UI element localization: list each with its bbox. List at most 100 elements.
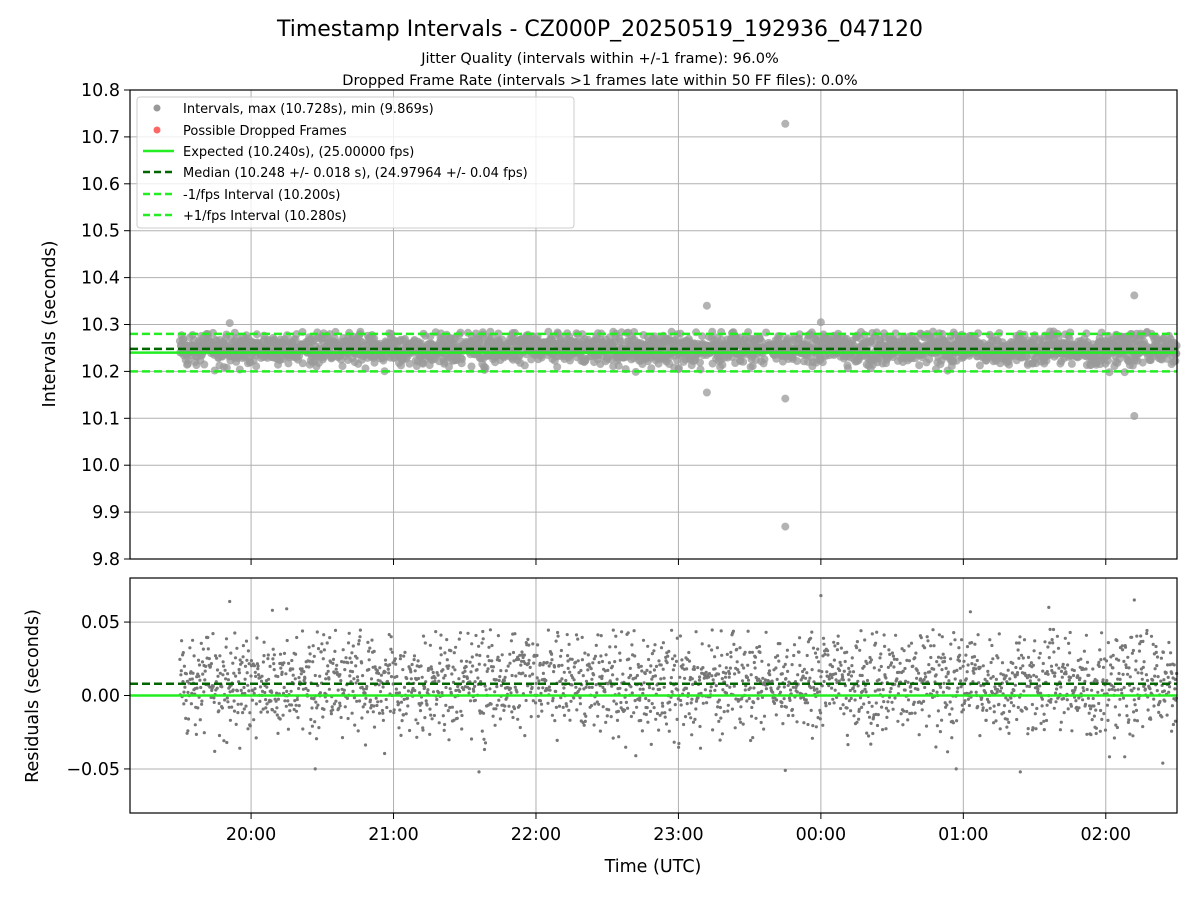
residual-point [381,685,385,689]
residual-point [1121,648,1125,652]
residual-point [1090,688,1094,692]
residual-point [329,712,333,716]
residual-point [867,700,871,705]
residual-point [406,689,410,693]
residual-point [1019,666,1023,671]
residual-point [395,674,399,679]
residual-point [831,697,835,701]
residual-point [454,688,458,693]
residual-point [584,685,588,689]
residual-point [1029,661,1033,665]
residual-point [1162,678,1166,682]
residual-point [767,663,771,667]
residual-point [1081,686,1085,690]
residual-point [450,672,454,676]
residual-point [825,670,829,674]
residual-point [390,650,394,654]
residual-point [551,699,555,703]
residual-point [750,650,755,654]
residual-point [917,671,921,675]
residual-point [1134,659,1138,663]
residual-point [868,655,872,660]
residual-point [493,723,497,727]
residual-point [1122,659,1126,664]
residual-point [623,708,627,712]
residual-point [511,715,515,720]
residual-point [667,729,671,733]
residual-point [259,679,264,683]
residual-point [469,670,473,674]
residual-point [446,709,450,713]
residual-point [892,657,897,661]
residual-point [891,707,895,711]
residual-point [1059,720,1063,724]
residual-point [221,673,225,677]
residual-point [932,667,936,671]
residual-point [745,699,749,703]
residual-point [246,649,250,653]
residual-point [1083,702,1088,706]
residual-point [833,644,837,648]
residual-point [842,712,846,716]
residual-point [830,686,834,690]
residual-point [215,656,219,660]
residual-point [650,702,654,706]
residual-point [859,629,863,633]
residual-point [578,702,583,706]
residual-point [275,691,279,695]
residual-point [922,678,926,682]
residual-point [780,701,784,705]
residual-point [498,675,502,679]
interval-point [566,356,574,365]
residual-point [547,685,552,689]
residual-point [863,687,867,691]
residual-point [1170,729,1174,733]
residual-point [203,678,207,682]
residual-point [879,652,883,656]
residual-point [950,736,954,740]
residual-point [965,645,970,649]
residual-point [851,670,856,674]
residual-point [925,635,929,639]
chart-title: Timestamp Intervals - CZ000P_20250519_19… [276,17,923,42]
residual-point [856,679,860,683]
residual-point [980,702,984,706]
residual-point [385,679,390,684]
residual-point [178,657,182,662]
residual-point [1097,701,1101,706]
residual-point [527,658,531,662]
residual-point [824,704,828,708]
residual-point [515,690,519,694]
residual-point [964,677,968,681]
residual-point [648,709,653,714]
residual-point [1156,675,1160,679]
residual-point [1149,634,1154,638]
residual-point [647,657,651,662]
residual-point [988,706,992,710]
residual-point [1130,635,1134,639]
residual-point [490,643,494,648]
residual-point [1085,660,1090,664]
residual-point [401,668,405,672]
residual-point [1134,708,1139,713]
residual-point [434,630,438,634]
residual-point [550,652,554,656]
residual-point [431,670,435,675]
residual-point [943,701,947,705]
residual-point [820,670,824,674]
residual-point [817,690,822,694]
residual-point [517,704,522,708]
residual-point [790,707,795,712]
residual-point [892,665,896,669]
residual-point [502,708,506,713]
residual-point [266,653,270,657]
residual-point [975,658,979,663]
residual-point [398,657,402,661]
residual-point [286,727,290,731]
residual-point [566,659,570,663]
residual-point [810,736,815,740]
residual-point [927,714,931,718]
residual-point [252,664,256,668]
interval-point [696,358,704,367]
residual-point [511,650,516,655]
